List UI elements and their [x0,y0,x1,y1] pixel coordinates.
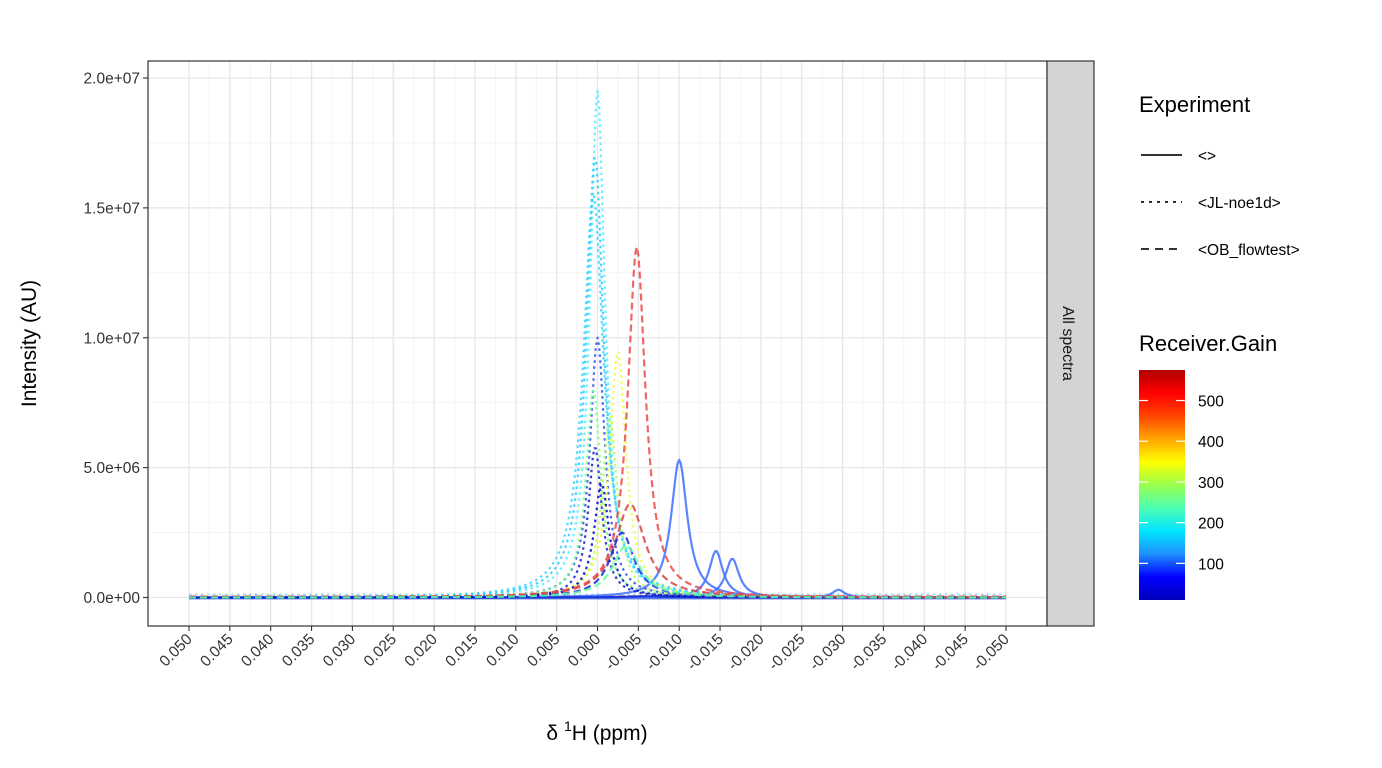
y-axis-title: Intensity (AU) [18,280,41,407]
facet-strip [1046,60,1095,627]
legend-key-label: <JL-noe1d> [1198,195,1281,212]
legend-key-label: <OB_flowtest> [1198,242,1300,259]
legend-experiment-title: Experiment [1139,92,1250,117]
y-tick-label: 1.0e+07 [84,330,140,347]
y-tick-label: 0.0e+00 [84,590,141,607]
facet-strip-label: All spectra [1059,306,1076,381]
y-tick-label: 1.5e+07 [84,200,140,217]
colorbar-tick-label: 200 [1198,516,1224,533]
legend-experiment: Experiment <> <JL-noe1d> <OB_flowtest> [1139,92,1300,259]
colorbar-tick-label: 400 [1198,434,1224,451]
colorbar-tick-label: 100 [1198,556,1224,573]
colorbar-tick-label: 300 [1198,475,1224,492]
colorbar [1139,370,1185,600]
series-layer [188,89,1007,600]
spectrum-line [189,544,1006,599]
legend-receiver-gain-title: Receiver.Gain [1139,331,1277,356]
grid-layer [148,61,1047,626]
y-tick-label: 5.0e+06 [84,460,140,477]
x-axis-title: δ 1H (ppm) [546,718,647,745]
legend-receiver-gain: Receiver.Gain 100 200 300 400 500 [1139,331,1277,600]
spectrum-line [189,336,1006,599]
y-tick-label: 2.0e+07 [84,71,140,88]
legend-key-label: <> [1198,148,1216,165]
colorbar-tick-label: 500 [1198,394,1224,411]
